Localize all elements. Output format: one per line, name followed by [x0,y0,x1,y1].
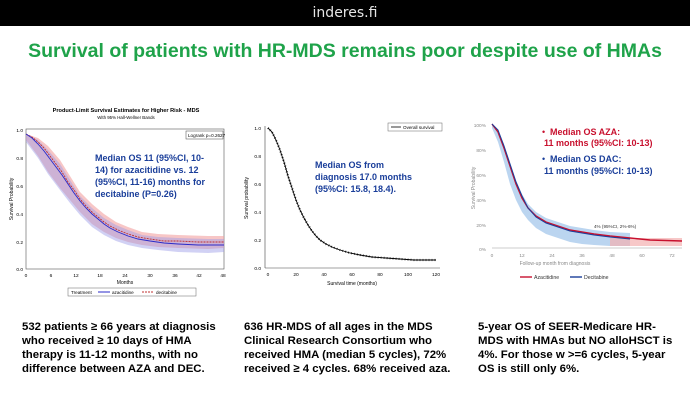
chart-1-xtick: 6 [50,273,53,279]
chart-3-xtick: 36 [579,253,585,259]
chart-3-xtick: 48 [609,253,615,259]
chart-3-band-blue [492,124,630,246]
chart-1-line-azacitidine [25,133,224,246]
chart-3-note: 4% (95%CI, 2%-6%) [594,224,637,229]
chart-1-xlabel: Months [117,280,134,286]
chart-3-panel: 100% 80% 60% 40% 20% 0% Survival Probabi… [470,118,685,296]
caption-3: 5-year OS of SEER-Medicare HR-MDS with H… [478,321,673,375]
chart-2-xlabel: Survival time (months) [327,281,377,287]
chart-3-dac-value: 11 months (95%CI: 10-13) [544,166,653,176]
chart-1-ytick: 0.4 [16,212,23,218]
chart-3-band-red [610,238,682,246]
caption-2: 636 HR-MDS of all ages in the MDS Clinic… [244,321,451,375]
chart-3-bullet-aza: • [542,127,545,137]
chart-2-line [267,127,436,261]
chart-1-ytick: 0.6 [16,184,23,190]
chart-3-xlabel: Follow-up month from diagnosis [520,261,591,267]
chart-1-xtick: 48 [220,273,226,279]
chart-3-line-dac [491,123,631,240]
chart-2-xtick: 60 [349,272,355,278]
chart-3: 100% 80% 60% 40% 20% 0% Survival Probabi… [471,123,683,281]
chart-2-ylabel: Survival probability [244,177,250,219]
slide: Survival of patients with HR-MDS remains… [0,26,690,420]
chart-2-xtick: 120 [432,272,440,278]
chart-3-legend-aza: Azacitidine [534,275,559,281]
chart-3-legend-dac: Decitabine [584,275,609,281]
chart-1-xtick: 18 [97,273,103,279]
chart-2-legend-label: Overall survival [403,125,434,130]
chart-2-xtick: 40 [321,272,327,278]
chart-3-ytick: 100% [474,123,487,129]
chart-2-ytick: 0.8 [254,154,261,160]
chart-1-logrank: Logrank p=0.2627 [188,133,226,138]
chart-3-bullet-dac: • [542,154,545,164]
chart-1-xtick: 24 [122,273,128,279]
chart-3-xtick: 12 [519,253,525,259]
chart-3-aza-value: 11 months (95%CI: 10-13) [544,138,653,148]
chart-3-line-aza [491,123,683,242]
chart-3-ytick: 20% [476,223,486,229]
chart-3-ylabel: Survival Probability [471,166,477,209]
chart-3-ytick: 60% [476,173,486,179]
chart-3-xtick: 60 [639,253,645,259]
chart-1-xtick: 12 [73,273,79,279]
chart-1-xtick: 42 [196,273,202,279]
browser-bar: inderes.fi [0,0,690,26]
chart-3-ytick: 40% [476,198,486,204]
chart-3-aza-title: Median OS AZA: [550,127,620,137]
chart-2-xtick: 0 [267,272,270,278]
chart-1-logrank-box [185,130,224,140]
chart-1-legend-dec: decitabine [156,290,177,295]
chart-2-panel: Overall survival 1.0 0.8 0.6 0.4 0.2 0.0… [240,118,450,310]
chart-1-legend [67,287,197,297]
chart-2-ytick: 0.6 [254,182,261,188]
chart-2-ytick: 0.0 [254,266,261,272]
site-name[interactable]: inderes.fi [312,5,378,21]
chart-1-frame [25,128,225,270]
chart-1-xtick: 0 [25,273,28,279]
chart-2-legend [387,122,443,132]
chart-1-title: Product-Limit Survival Estimates for Hig… [53,108,200,114]
chart-1-ylabel: Survival Probability [9,177,15,220]
chart-1-band-azacitidine [26,134,224,253]
chart-1-annotation: Median OS 11 (95%CI, 10- 14) for azaciti… [95,153,208,199]
chart-1-band-decitabine [26,134,224,249]
chart-1-line-decitabine [25,133,224,243]
chart-2-xtick: 20 [293,272,299,278]
chart-1-legend-aza: azacitidine [112,290,134,295]
chart-2-censor-marks [267,127,436,262]
chart-1-legend-label: Treatment [71,290,92,295]
chart-3-ytick: 0% [479,247,487,253]
chart-2-ytick: 0.2 [254,238,261,244]
chart-1-ytick: 1.0 [16,128,23,134]
chart-1: Product-Limit Survival Estimates for Hig… [9,108,226,297]
chart-1-xtick: 30 [147,273,153,279]
caption-1: 532 patients ≥ 66 years at diagnosis who… [22,321,216,375]
chart-2: Overall survival 1.0 0.8 0.6 0.4 0.2 0.0… [244,122,443,287]
chart-2-ytick: 1.0 [254,126,261,132]
chart-3-dac-title: Median OS DAC: [550,154,622,164]
slide-title: Survival of patients with HR-MDS remains… [28,40,662,62]
chart-2-xtick: 100 [404,272,412,278]
chart-1-subtitle: With 95% Hall-Wellner Bands [97,115,155,120]
chart-3-ytick: 80% [476,148,486,154]
chart-1-xtick: 36 [172,273,178,279]
chart-2-ytick: 0.4 [254,210,261,216]
chart-1-ytick: 0.8 [16,156,23,162]
chart-2-xtick: 80 [377,272,383,278]
chart-1-ytick: 0.2 [16,240,23,246]
chart-3-xtick: 0 [491,253,494,259]
chart-2-annotation: Median OS from diagnosis 17.0 months (95… [315,160,415,194]
chart-1-panel: Product-Limit Survival Estimates for Hig… [8,104,232,314]
chart-1-ytick: 0.0 [16,267,23,273]
chart-3-xtick: 24 [549,253,555,259]
chart-3-xtick: 72 [669,253,675,259]
